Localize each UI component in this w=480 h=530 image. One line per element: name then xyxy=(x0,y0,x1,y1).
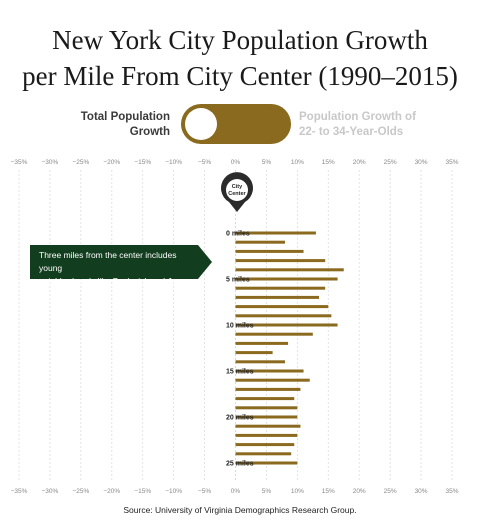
x-tick-label-top: 30% xyxy=(415,159,428,166)
chart-title: New York City Population Growth per Mile… xyxy=(0,22,480,94)
mile-label-10: 10 miles xyxy=(226,323,254,330)
x-tick-label-top: −5% xyxy=(198,159,211,166)
x-tick-label-top: −10% xyxy=(165,159,182,166)
x-tick-label-bottom: −30% xyxy=(42,488,59,495)
source-note: Source: University of Virginia Demograph… xyxy=(123,505,357,515)
toggle-label-young-line-1: Population Growth of xyxy=(299,111,416,123)
mile-label-0: 0 miles xyxy=(226,231,250,238)
x-tick-label-top: 35% xyxy=(445,159,458,166)
mile-label-20: 20 miles xyxy=(226,415,254,422)
x-tick-label-top: 5% xyxy=(262,159,272,166)
x-tick-label-bottom: −25% xyxy=(72,488,89,495)
bar-mile-25 xyxy=(235,461,298,465)
callout-arrow xyxy=(198,245,212,279)
bar-mile-12 xyxy=(235,341,289,345)
x-tick-label-bottom: 35% xyxy=(445,488,458,495)
x-tick-label-top: −30% xyxy=(42,159,59,166)
x-tick-label-top: 20% xyxy=(353,159,366,166)
x-tick-label-bottom: −15% xyxy=(134,488,151,495)
x-tick-label-bottom: 5% xyxy=(262,488,272,495)
bar-mile-10 xyxy=(235,323,338,327)
x-tick-label-top: 25% xyxy=(384,159,397,166)
bar-mile-18 xyxy=(235,397,295,401)
callout-line-2: neighborhoods like Bushwick and Jersey C… xyxy=(39,276,193,299)
bar-mile-3 xyxy=(235,259,326,263)
toggle-knob[interactable] xyxy=(185,108,217,140)
x-tick-label-top: 0% xyxy=(231,159,241,166)
x-tick-label-bottom: 15% xyxy=(322,488,335,495)
x-tick-label-top: 15% xyxy=(322,159,335,166)
bar-mile-8 xyxy=(235,305,329,309)
bar-mile-13 xyxy=(235,351,273,355)
bar-mile-20 xyxy=(235,415,298,419)
bar-mile-5 xyxy=(235,277,338,281)
bar-mile-2 xyxy=(235,249,304,253)
bar-mile-17 xyxy=(235,387,301,391)
metric-toggle-switch[interactable] xyxy=(181,104,291,144)
x-tick-label-bottom: −20% xyxy=(103,488,120,495)
x-tick-label-bottom: −10% xyxy=(165,488,182,495)
bar-mile-0 xyxy=(235,231,316,235)
chart-title-line-2: per Mile From City Center (1990–2015) xyxy=(22,61,458,91)
toggle-label-total-line-2: Growth xyxy=(129,126,170,138)
x-tick-label-top: −15% xyxy=(134,159,151,166)
annotation-callout: Three miles from the center includes you… xyxy=(30,245,198,299)
chart-title-line-1: New York City Population Growth xyxy=(52,25,428,55)
metric-toggle-row: Total Population Growth Population Growt… xyxy=(0,104,480,146)
toggle-label-total-line-1: Total Population xyxy=(80,111,170,123)
x-tick-label-top: 10% xyxy=(291,159,304,166)
x-tick-label-bottom: 20% xyxy=(353,488,366,495)
bar-mile-9 xyxy=(235,314,332,318)
x-tick-label-bottom: 25% xyxy=(384,488,397,495)
bar-mile-22 xyxy=(235,433,298,437)
bar-mile-1 xyxy=(235,240,285,244)
x-tick-label-bottom: 0% xyxy=(231,488,241,495)
x-tick-label-top: −25% xyxy=(72,159,89,166)
x-axis-top-ticks: −35% −30% −25% −20% −15% −10% −5% 0% 5% 10% 15% 20%… xyxy=(11,159,459,166)
x-tick-label-top: −35% xyxy=(11,159,28,166)
toggle-label-young-adults[interactable]: Population Growth of 22- to 34-Year-Olds xyxy=(299,110,439,140)
pin-inner-circle xyxy=(226,179,248,201)
bar-mile-24 xyxy=(235,452,292,456)
mile-label-25: 25 miles xyxy=(226,461,254,468)
toggle-label-total-population[interactable]: Total Population Growth xyxy=(60,110,170,140)
bar-mile-21 xyxy=(235,424,301,428)
bar-mile-16 xyxy=(235,378,310,382)
toggle-label-young-line-2: 22- to 34-Year-Olds xyxy=(299,126,404,138)
bar-mile-7 xyxy=(235,295,320,299)
mile-label-5: 5 miles xyxy=(226,277,250,284)
mile-label-15: 15 miles xyxy=(226,369,254,376)
bars xyxy=(235,231,344,465)
x-tick-label-bottom: 30% xyxy=(415,488,428,495)
callout-line-1: Three miles from the center includes you… xyxy=(39,250,177,273)
pin-label-line-1: City xyxy=(232,184,243,190)
x-tick-label-bottom: 10% xyxy=(291,488,304,495)
x-tick-label-bottom: −35% xyxy=(11,488,28,495)
bar-mile-23 xyxy=(235,443,295,447)
mile-labels: 0 miles 5 miles 10 miles 15 miles 20 miles 25… xyxy=(226,231,254,468)
bar-mile-15 xyxy=(235,369,304,373)
bar-mile-14 xyxy=(235,360,285,364)
bar-mile-6 xyxy=(235,286,326,290)
x-axis-bottom-ticks: −35% −30% −25% −20% −15% −10% −5% 0% 5% 10% 15% 20%… xyxy=(11,488,459,495)
bar-mile-4 xyxy=(235,268,344,272)
city-center-pin: City Center xyxy=(220,172,254,212)
bar-mile-19 xyxy=(235,406,298,410)
x-tick-label-bottom: −5% xyxy=(198,488,211,495)
bar-mile-11 xyxy=(235,332,313,336)
pin-label-line-2: Center xyxy=(228,191,246,197)
x-tick-label-top: −20% xyxy=(103,159,120,166)
